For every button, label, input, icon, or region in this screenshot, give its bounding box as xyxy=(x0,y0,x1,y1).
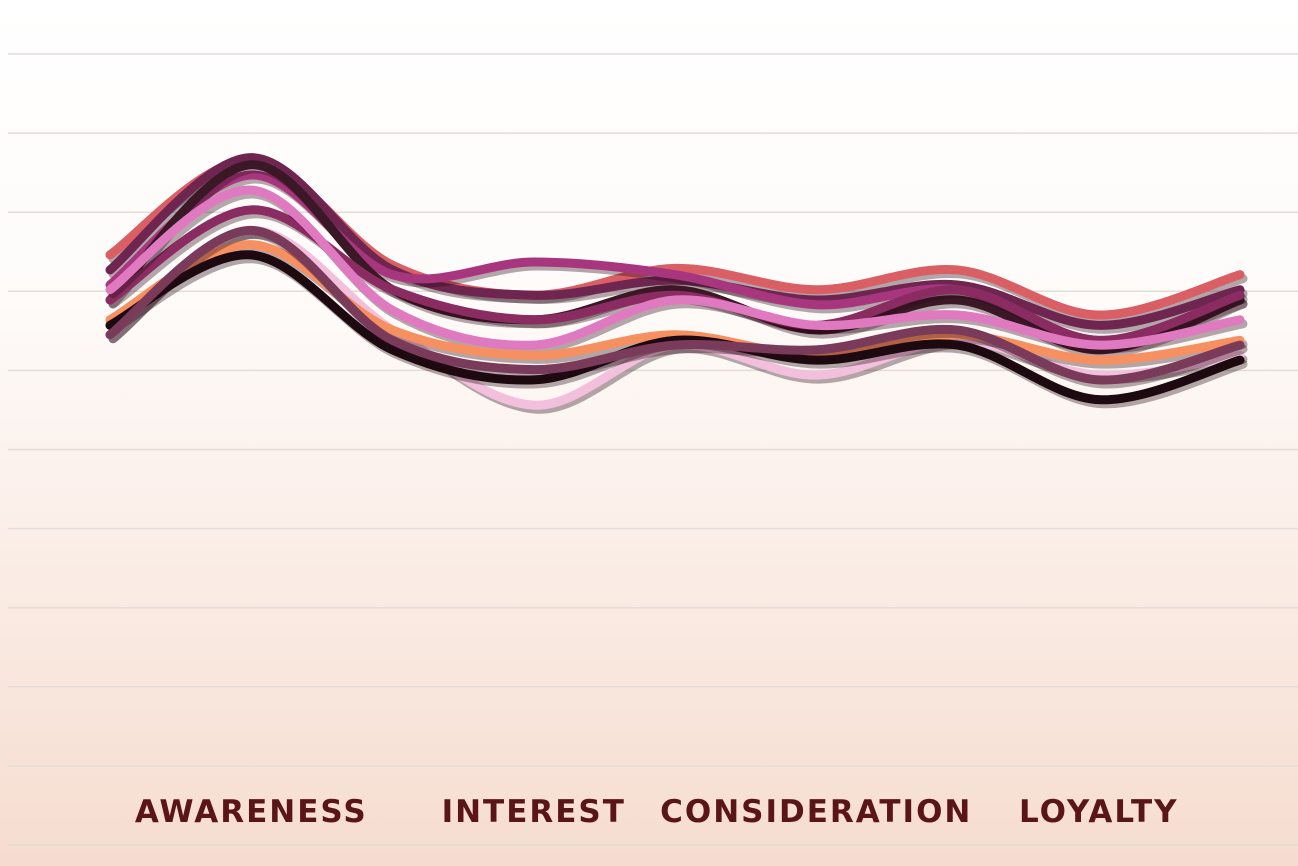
series-line xyxy=(105,240,1245,365)
series-line xyxy=(105,250,1245,405)
x-tick-label: LOYALTY xyxy=(1019,794,1179,830)
series-line xyxy=(105,225,1245,385)
series-line xyxy=(105,153,1245,330)
series-line xyxy=(105,185,1245,350)
x-tick-label: AWARENESS xyxy=(135,794,368,830)
series-line xyxy=(105,205,1245,345)
x-tick-label: INTEREST xyxy=(442,794,626,830)
x-tick-label: CONSIDERATION xyxy=(660,794,972,830)
